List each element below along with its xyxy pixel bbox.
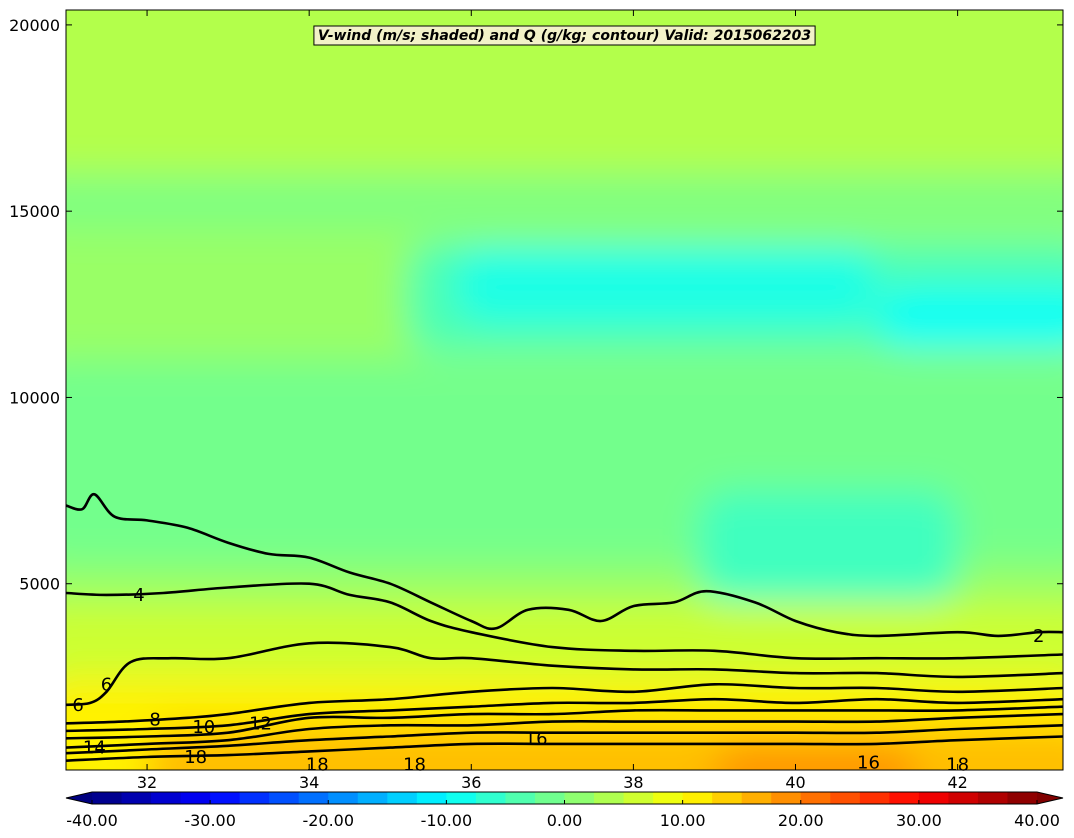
contour-q-18 [66, 735, 1063, 762]
colorbar-extend-high [1037, 792, 1063, 804]
v-wind-shading [66, 10, 1063, 770]
plot-frame [65, 9, 1064, 771]
colorbar-tick-label: 40.00 [1014, 811, 1060, 830]
colorbar-tick-label: 30.00 [896, 811, 942, 830]
title-background [313, 25, 816, 46]
colorbar-tick-label: -40.00 [66, 811, 118, 830]
shade-region-11 [714, 743, 917, 770]
contour-label-extra-4: 6 [101, 674, 112, 695]
colorbar-extend-low [66, 792, 92, 804]
colorbar-segment [92, 792, 123, 804]
colorbar-segment [534, 792, 566, 804]
colorbar-segment [594, 792, 625, 804]
contour-q-14 [66, 712, 1063, 749]
shade-region-2 [66, 173, 1063, 230]
colorbar-segment [121, 792, 152, 804]
colorbar-tick-label: 0.00 [547, 811, 583, 830]
contour-label-16: 16 [525, 728, 548, 749]
colorbar-segment [1007, 792, 1038, 804]
colorbar-segment [180, 792, 211, 804]
colorbar-segment [446, 792, 477, 804]
colorbar-tick-label: -20.00 [302, 811, 354, 830]
colorbar-segment [859, 792, 890, 804]
colorbar-segment [505, 792, 536, 804]
colorbar-segment [800, 792, 831, 804]
colorbar-segment [357, 792, 388, 804]
contour-label-extra-2: 16 [857, 753, 880, 774]
shade-region-5 [876, 285, 1063, 350]
contour-label-4: 4 [133, 585, 144, 606]
colorbar-tick-label: -10.00 [421, 811, 473, 830]
colorbar-segment [889, 792, 920, 804]
chart-title-box: V-wind (m/s; shaded) and Q (g/kg; contou… [313, 25, 816, 46]
contour-q-10 [66, 697, 1063, 733]
colorbar-segment [771, 792, 802, 804]
colorbar-segment [387, 792, 418, 804]
colorbar-segment [682, 792, 713, 804]
shade-region-4 [455, 248, 877, 323]
y-tick-label: 5000 [19, 575, 60, 594]
colorbar-segment [239, 792, 270, 804]
colorbar-segment [623, 792, 654, 804]
colorbar-tick-label: 20.00 [778, 811, 824, 830]
shade-region-1 [66, 10, 1063, 174]
colorbar-segment [210, 792, 241, 804]
contour-q-4 [66, 582, 1063, 661]
colorbar-segment [416, 792, 447, 804]
q-contours [66, 493, 1063, 762]
x-tick-label: 34 [299, 773, 319, 792]
colorbar-segment [151, 792, 182, 804]
contour-q-2 [66, 493, 1063, 638]
colorbar-segment [653, 792, 684, 804]
contour-label-12: 12 [249, 713, 272, 734]
contour-q-8 [66, 682, 1063, 725]
contour-label-8: 8 [149, 710, 160, 731]
colorbar: -40.00 -30.00 -20.00 -10.00 0.00 10.00 20.00 30… [65, 791, 1064, 830]
contour-label-extra-1: 18 [403, 754, 426, 775]
x-tick-label: 32 [137, 773, 157, 792]
colorbar-segment [564, 792, 595, 804]
contour-q-6 [66, 641, 1063, 707]
colorbar-segment [475, 792, 507, 804]
colorbar-segment [830, 792, 861, 804]
x-tick-label: 42 [947, 773, 967, 792]
chart-title: V-wind (m/s; shaded) and Q (g/kg; contou… [318, 28, 811, 44]
colorbar-segment [298, 792, 329, 804]
y-tick-label: 10000 [9, 388, 60, 407]
y-tick-label: 15000 [9, 202, 60, 221]
shade-region-7 [698, 490, 958, 603]
contour-label-2: 2 [1033, 626, 1044, 647]
x-tick-label: 38 [623, 773, 643, 792]
contour-q-12 [66, 705, 1063, 740]
colorbar-segment [918, 792, 950, 804]
x-tick-label: 40 [785, 773, 805, 792]
contour-label-18: 18 [184, 747, 207, 768]
y-axis: 5000 10000 15000 20000 [9, 16, 1063, 594]
colorbar-segment [328, 792, 359, 804]
contour-label-14: 14 [83, 738, 106, 759]
colorbar-tick-label: -30.00 [184, 811, 236, 830]
colorbar-tick-label: 10.00 [660, 811, 706, 830]
x-axis: 32 34 36 38 40 42 [137, 10, 968, 792]
contour-label-10: 10 [192, 717, 215, 738]
colorbar-segment [269, 792, 300, 804]
x-tick-label: 36 [461, 773, 481, 792]
colorbar-segment [712, 792, 743, 804]
colorbar-segment [948, 792, 979, 804]
y-tick-label: 20000 [9, 16, 60, 35]
colorbar-segment [741, 792, 772, 804]
contour-q-16 [66, 724, 1063, 755]
colorbar-segment [977, 792, 1009, 804]
contour-label-6: 6 [72, 695, 83, 716]
